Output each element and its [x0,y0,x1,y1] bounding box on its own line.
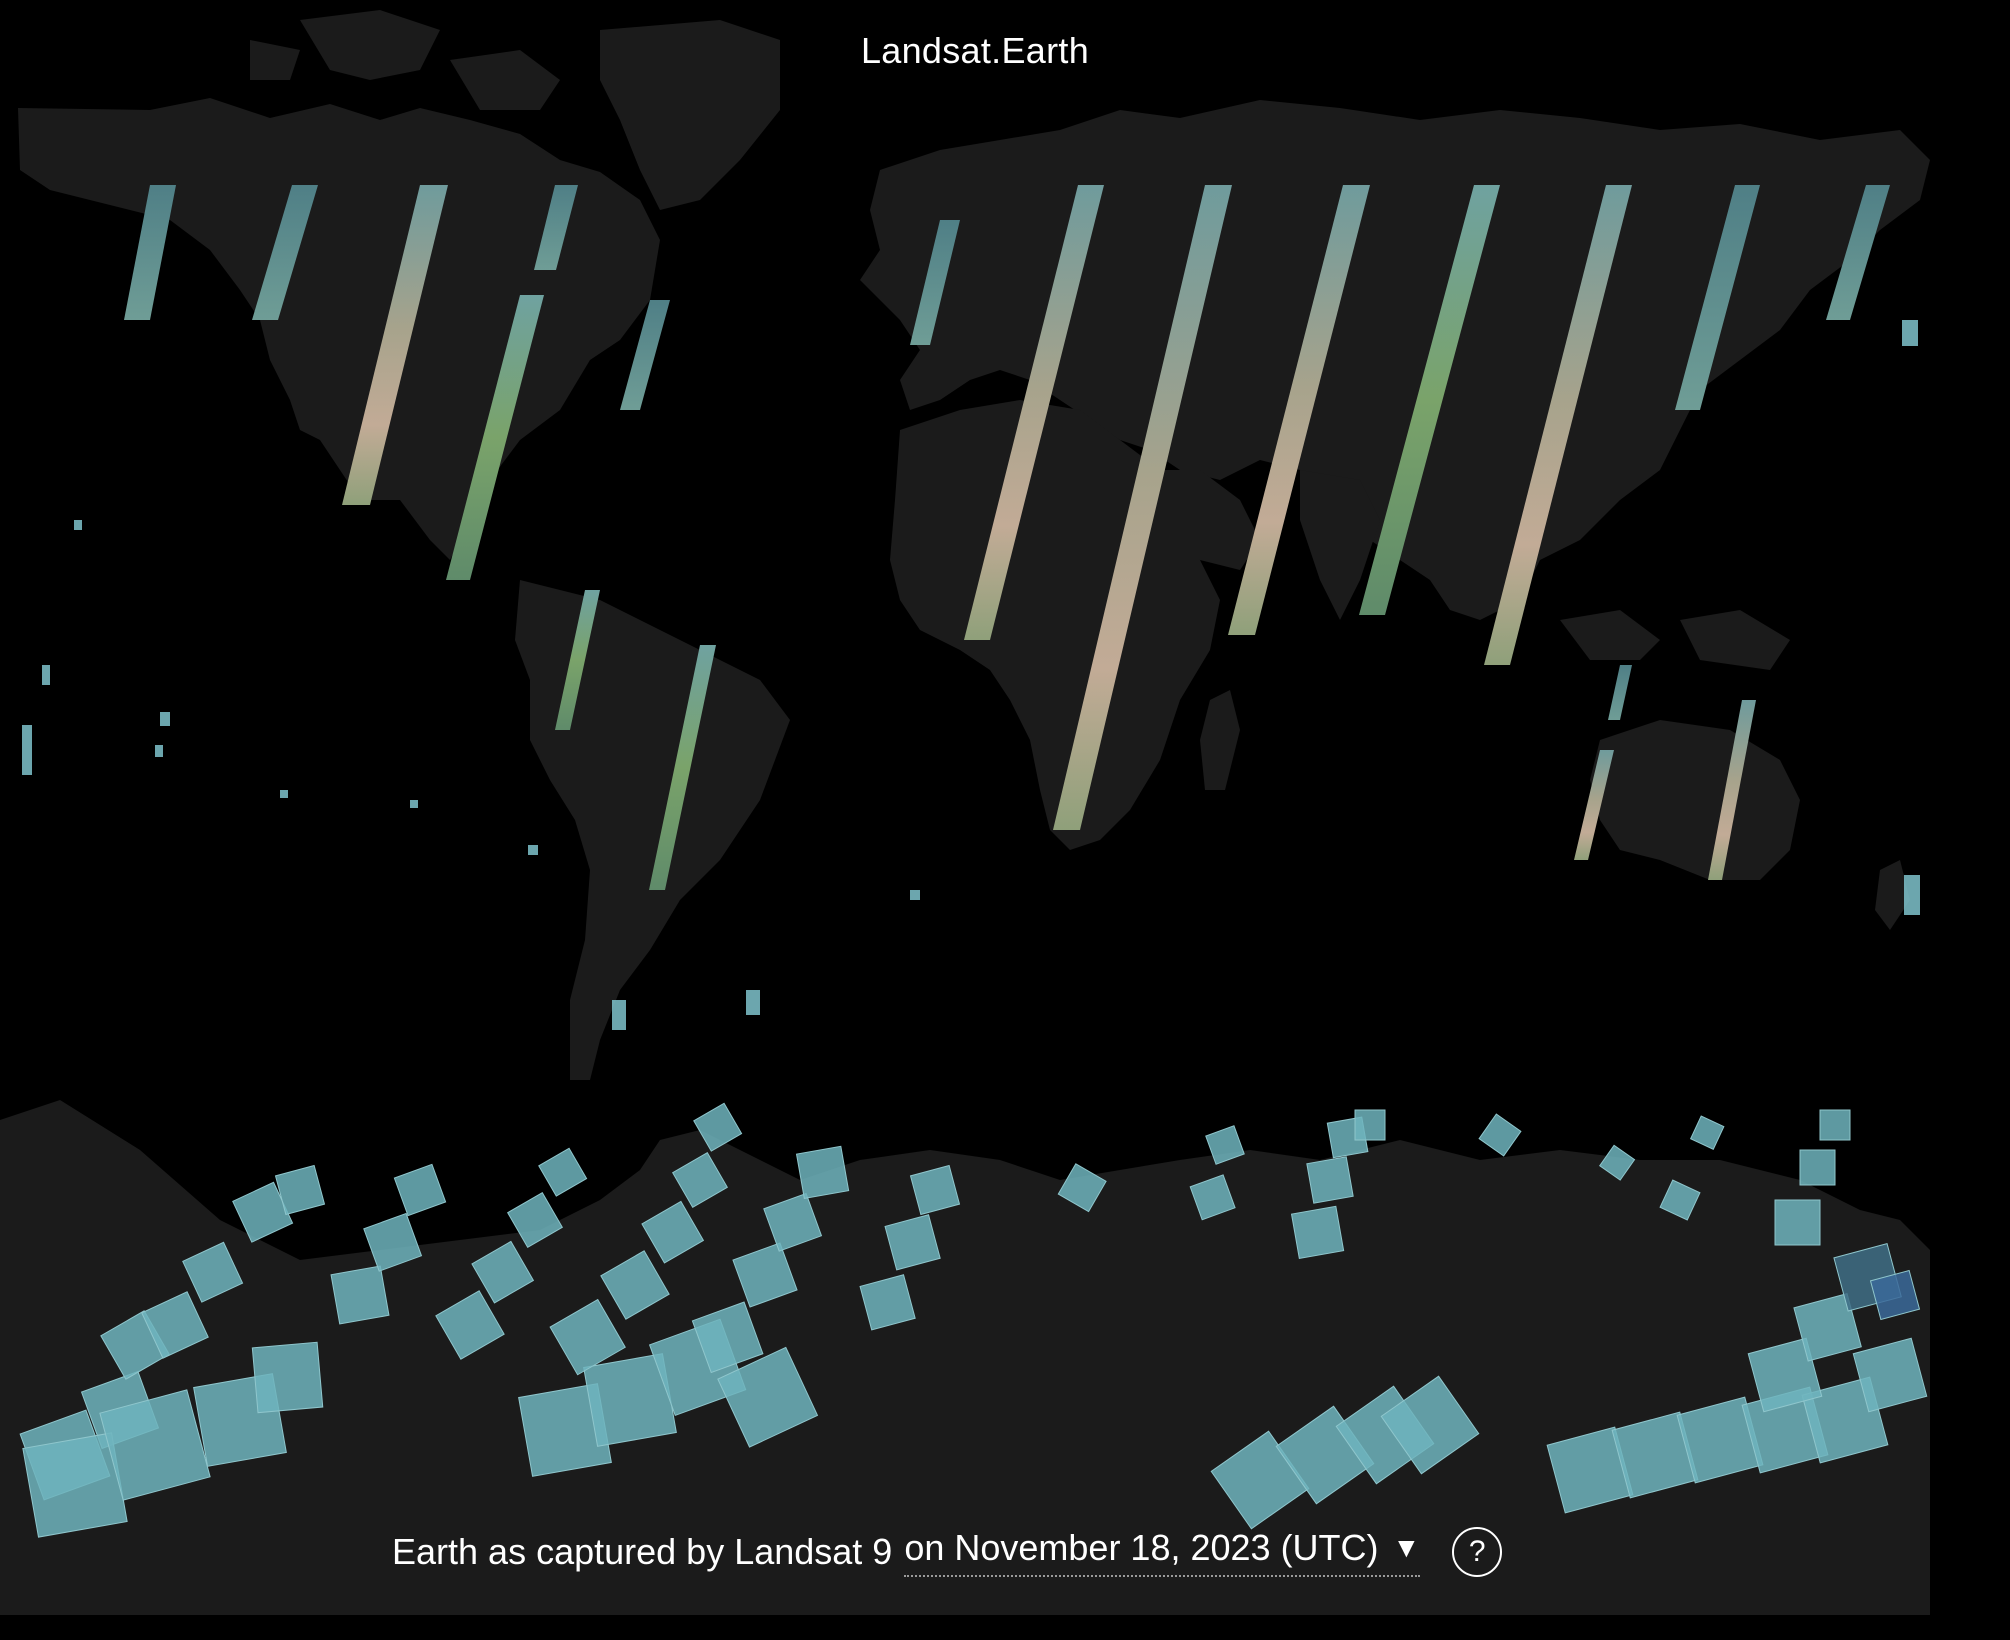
strip-north-america-2 [446,295,544,580]
strip-europe-africa-2 [1053,185,1232,830]
tile-cluster-e6 [600,1250,670,1320]
island-scene-3 [155,745,163,757]
tile-cluster-d1 [435,1290,505,1360]
island-scene-13 [746,990,760,1015]
tile-cluster-b4 [274,1164,326,1216]
land-eurasia [860,100,1930,620]
strip-south-america-1 [555,590,600,730]
strip-south-america-2 [649,645,716,890]
tile-cluster-f2 [732,1242,798,1308]
tile-cluster-f1 [691,1301,764,1374]
strip-australia-2 [1708,700,1756,880]
tile-cluster-h3 [1205,1125,1245,1165]
question-icon: ? [1468,1535,1486,1568]
landsat-strips [124,185,1890,890]
tile-cluster-m7 [1793,1293,1862,1362]
tile-cluster-e7 [641,1200,705,1264]
tile-cluster-d4 [538,1147,588,1197]
tile-cluster-m10 [1852,1337,1928,1413]
tile-cluster-j2 [1599,1144,1636,1181]
island-scene-8 [42,665,50,685]
strip-north-america-3 [620,300,670,410]
island-scene-12 [612,1000,626,1030]
land-arctic-islands [250,10,560,110]
help-button[interactable]: ? [1452,1527,1503,1577]
tile-cluster-j1 [1478,1113,1522,1157]
tile-cluster-f3 [763,1192,823,1252]
land-south-america [515,580,790,1080]
land-new-zealand [1875,860,1910,930]
strip-asia-3 [1484,185,1632,665]
strip-asia-1 [1228,185,1370,635]
tile-cluster-k3 [1819,1109,1851,1141]
tile-cluster-d2 [471,1240,535,1304]
tile-cluster-g2 [884,1214,941,1271]
antarctic-tiles [19,1102,1928,1538]
strip-canada-west [252,185,318,320]
tile-cluster-c3 [393,1163,447,1217]
island-scene-2 [160,712,170,726]
island-scenes [22,320,1920,1030]
land-madagascar [1200,690,1240,790]
caption-prefix: Earth as captured by Landsat 9 [392,1531,893,1572]
land-south-asia [1140,470,1380,620]
tile-cluster-c1 [330,1265,390,1325]
strip-greenland [534,185,578,270]
tile-cluster-e5 [549,1298,626,1376]
tile-cluster-b1 [141,1291,209,1359]
tile-cluster-i4 [1354,1109,1386,1141]
tile-cluster-b2 [182,1241,244,1303]
land-se-asia [1560,610,1790,670]
tile-cluster-k2 [1799,1149,1836,1186]
date-picker-button[interactable]: on November 18, 2023 (UTC) ▼ [904,1527,1421,1577]
tile-cluster-e4 [717,1346,819,1448]
island-scene-9 [22,725,32,775]
tile-cluster-m6 [1747,1337,1823,1413]
island-scene-10 [1902,320,1918,346]
strip-asia-4 [1675,185,1760,410]
capture-caption: Earth as captured by Landsat 9 on Novemb… [392,1522,1503,1582]
island-scene-5 [410,800,418,808]
strip-australia-1 [1574,750,1614,860]
tile-cluster-i2 [1306,1156,1354,1204]
land-greenland [600,20,780,210]
strip-scandinavia [910,220,960,345]
tile-cluster-c2 [363,1212,423,1272]
land-africa [890,400,1220,850]
land-north-america [18,98,660,560]
tile-cluster-k1 [1774,1199,1821,1246]
tile-cluster-f4 [795,1145,850,1200]
tile-cluster-e8 [671,1151,729,1209]
tile-cluster-h2 [1189,1174,1236,1221]
strip-alaska [124,185,176,320]
strip-east-asia [1826,185,1890,320]
tile-cluster-a7 [251,1341,324,1414]
island-scene-7 [910,890,920,900]
site-title: Landsat.Earth [860,30,1090,71]
strip-europe-africa-1 [964,185,1104,640]
tile-cluster-j3 [1659,1179,1701,1221]
tile-cluster-i1 [1290,1205,1345,1260]
strip-indonesia [1608,665,1632,720]
tile-cluster-e9 [693,1102,743,1152]
strip-north-america-1 [342,185,448,505]
tile-cluster-d3 [506,1191,564,1249]
island-scene-6 [528,845,538,855]
chevron-down-icon: ▼ [1392,1532,1421,1563]
island-scene-1 [74,520,82,530]
tile-cluster-g1 [859,1274,916,1331]
tile-cluster-l4 [1380,1375,1480,1475]
tile-cluster-m9 [1869,1269,1921,1321]
tile-cluster-a5 [99,1389,211,1501]
island-scene-4 [280,790,288,798]
date-label: on November 18, 2023 (UTC) [904,1527,1379,1568]
tile-cluster-j4 [1689,1115,1725,1150]
strip-asia-2 [1359,185,1500,615]
land-antarctica [0,1100,1930,1615]
tile-cluster-h1 [1057,1163,1107,1213]
land-australia [1590,720,1800,880]
tile-cluster-g3 [909,1164,961,1216]
island-scene-11 [1904,875,1920,915]
